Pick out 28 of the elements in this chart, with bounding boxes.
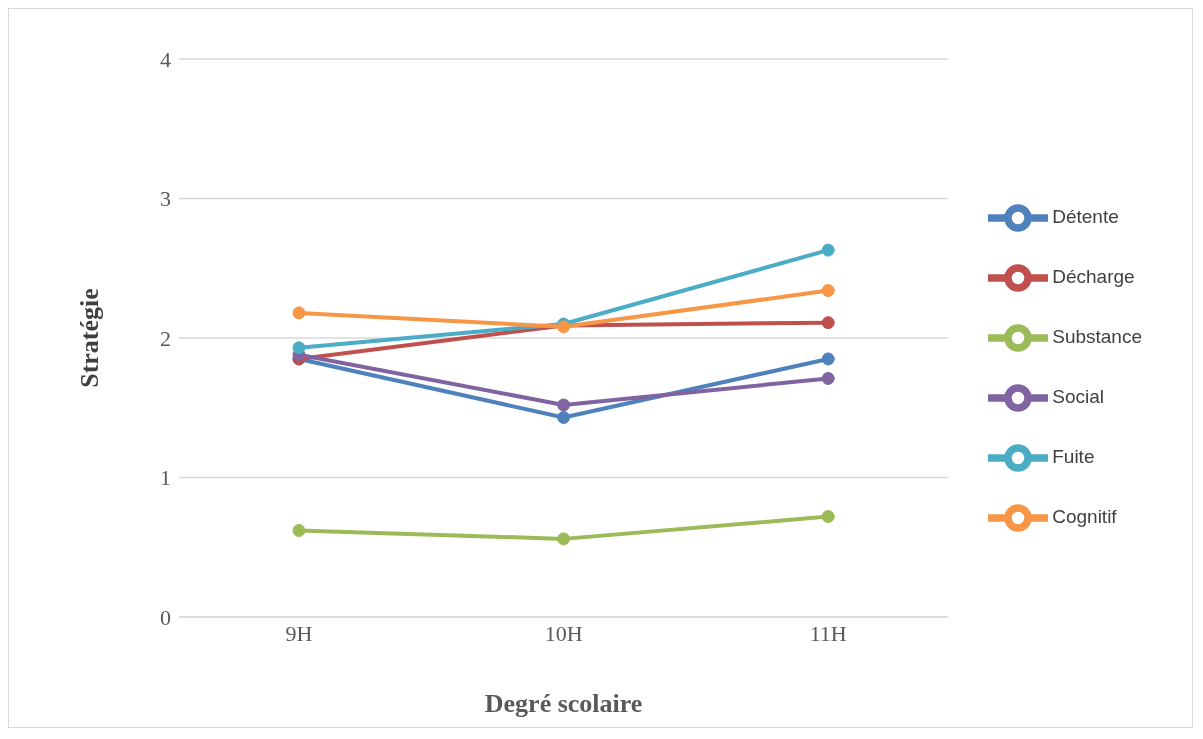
y-axis-title: Stratégie <box>75 288 105 388</box>
point <box>557 411 571 425</box>
y-tick-label: 3 <box>160 186 171 212</box>
legend-label: Décharge <box>1052 266 1135 288</box>
point <box>821 352 835 366</box>
x-axis-title: Degré scolaire <box>484 689 643 718</box>
legend-label: Social <box>1052 386 1104 408</box>
point <box>557 532 571 546</box>
legend-label: Cognitif <box>1052 506 1117 528</box>
point <box>821 371 835 385</box>
y-tick-label: 1 <box>160 465 171 491</box>
point <box>292 341 306 355</box>
y-tick-label: 4 <box>160 46 171 72</box>
point <box>292 306 306 320</box>
point <box>821 510 835 524</box>
point <box>821 284 835 298</box>
point <box>821 316 835 330</box>
x-tick-label: 10H <box>544 620 583 646</box>
x-tick-label: 11H <box>809 620 847 646</box>
point <box>557 398 571 412</box>
legend-label: Détente <box>1052 206 1119 228</box>
point <box>292 524 306 538</box>
legend-label: Substance <box>1052 326 1142 348</box>
point <box>821 243 835 257</box>
y-tick-label: 2 <box>160 325 171 351</box>
legend-label: Fuite <box>1052 446 1095 468</box>
x-tick-label: 9H <box>285 620 313 646</box>
y-tick-label: 0 <box>160 604 171 630</box>
